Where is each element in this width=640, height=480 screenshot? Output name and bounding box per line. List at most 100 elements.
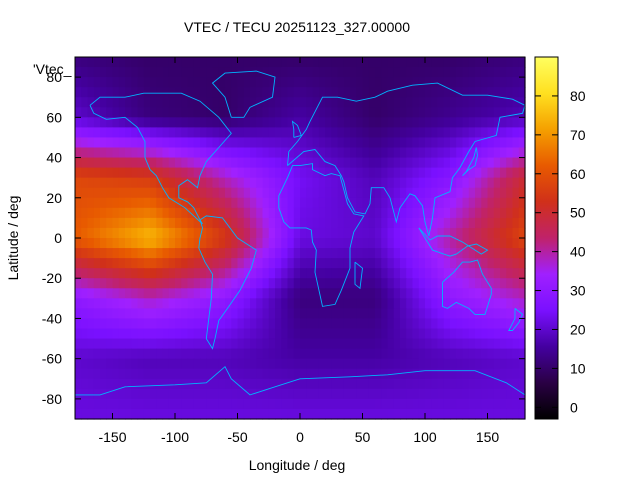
heatmap-cell	[293, 408, 301, 420]
heatmap-cell	[212, 117, 220, 128]
heatmap-cell	[356, 358, 364, 370]
heatmap-cell	[212, 308, 220, 320]
heatmap-cell	[231, 278, 239, 289]
heatmap-cell	[187, 248, 195, 259]
heatmap-cell	[368, 318, 376, 330]
heatmap-cell	[312, 238, 320, 249]
y-tick-label: 40	[46, 150, 62, 166]
y-tick-label: -80	[42, 391, 62, 407]
heatmap-cell	[512, 318, 520, 330]
heatmap-cell	[112, 77, 120, 88]
heatmap-cell	[250, 268, 257, 279]
heatmap-cell	[225, 398, 232, 410]
heatmap-cell	[106, 107, 114, 118]
key-label: 'Vtec_	[33, 61, 72, 77]
heatmap-cell	[75, 408, 82, 420]
heatmap-cell	[231, 238, 239, 249]
heatmap-cell	[100, 238, 107, 249]
heatmap-cell	[243, 268, 251, 279]
heatmap-cell	[387, 258, 395, 269]
heatmap-cell	[100, 77, 107, 88]
heatmap-cell	[518, 107, 526, 118]
heatmap-cell	[237, 117, 245, 128]
heatmap-cell	[237, 258, 245, 269]
heatmap-cell	[406, 398, 414, 410]
heatmap-cell	[187, 278, 195, 289]
heatmap-cell	[187, 398, 195, 410]
heatmap-cell	[206, 388, 214, 400]
heatmap-cell	[431, 308, 439, 320]
heatmap-cell	[293, 217, 301, 229]
heatmap-cell	[462, 107, 470, 118]
heatmap-cell	[250, 288, 257, 299]
heatmap-cell	[212, 137, 220, 149]
heatmap-cell	[262, 117, 270, 128]
heatmap-cell	[387, 298, 395, 309]
heatmap-cell	[187, 318, 195, 330]
heatmap-cell	[112, 358, 120, 370]
heatmap-cell	[356, 147, 364, 159]
x-tick-label: -50	[227, 429, 247, 445]
heatmap-cell	[437, 147, 445, 159]
heatmap-cell	[125, 217, 132, 229]
heatmap-cell	[362, 238, 370, 249]
heatmap-cell	[381, 238, 389, 249]
heatmap-cell	[175, 147, 182, 159]
heatmap-cell	[425, 147, 432, 159]
heatmap-cell	[387, 57, 395, 68]
heatmap-cell	[393, 288, 401, 299]
heatmap-cell	[437, 57, 445, 68]
heatmap-cell	[250, 368, 257, 380]
heatmap-cell	[150, 308, 157, 320]
heatmap-cell	[100, 97, 107, 108]
heatmap-cell	[337, 87, 345, 98]
heatmap-cell	[150, 268, 157, 279]
heatmap-cell	[375, 197, 382, 209]
heatmap-cell	[487, 107, 495, 118]
heatmap-cell	[75, 67, 82, 78]
heatmap-cell	[193, 117, 201, 128]
heatmap-cell	[150, 227, 157, 239]
heatmap-cell	[125, 167, 132, 179]
heatmap-cell	[343, 248, 351, 259]
heatmap-cell	[368, 288, 376, 299]
heatmap-cell	[287, 338, 295, 350]
heatmap-cell	[112, 388, 120, 400]
heatmap-cell	[518, 408, 526, 420]
heatmap-cell	[493, 248, 501, 259]
heatmap-cell	[437, 388, 445, 400]
heatmap-cell	[181, 177, 189, 189]
heatmap-cell	[375, 227, 382, 239]
heatmap-cell	[300, 197, 307, 209]
heatmap-cell	[162, 388, 170, 400]
heatmap-cell	[406, 157, 414, 169]
heatmap-cell	[287, 238, 295, 249]
heatmap-cell	[412, 318, 420, 330]
heatmap-cell	[393, 127, 401, 139]
heatmap-cell	[337, 308, 345, 320]
heatmap-cell	[81, 398, 89, 410]
heatmap-cell	[493, 217, 501, 229]
heatmap-cell	[412, 167, 420, 179]
colorbar-tick-label: 50	[570, 205, 586, 221]
heatmap-cell	[368, 157, 376, 169]
heatmap-cell	[375, 217, 382, 229]
heatmap-cell	[356, 107, 364, 118]
heatmap-cell	[456, 57, 464, 68]
heatmap-cell	[275, 227, 282, 239]
heatmap-cell	[393, 97, 401, 108]
heatmap-cell	[168, 157, 176, 169]
heatmap-cell	[456, 77, 464, 88]
heatmap-cell	[406, 248, 414, 259]
heatmap-cell	[112, 278, 120, 289]
heatmap-cell	[75, 368, 82, 380]
heatmap-cell	[281, 358, 289, 370]
heatmap-cell	[475, 57, 482, 68]
heatmap-cell	[356, 137, 364, 149]
heatmap-cell	[418, 127, 426, 139]
heatmap-cell	[518, 117, 526, 128]
heatmap-cell	[212, 87, 220, 98]
heatmap-cell	[225, 318, 232, 330]
heatmap-cell	[475, 117, 482, 128]
heatmap-cell	[225, 207, 232, 219]
